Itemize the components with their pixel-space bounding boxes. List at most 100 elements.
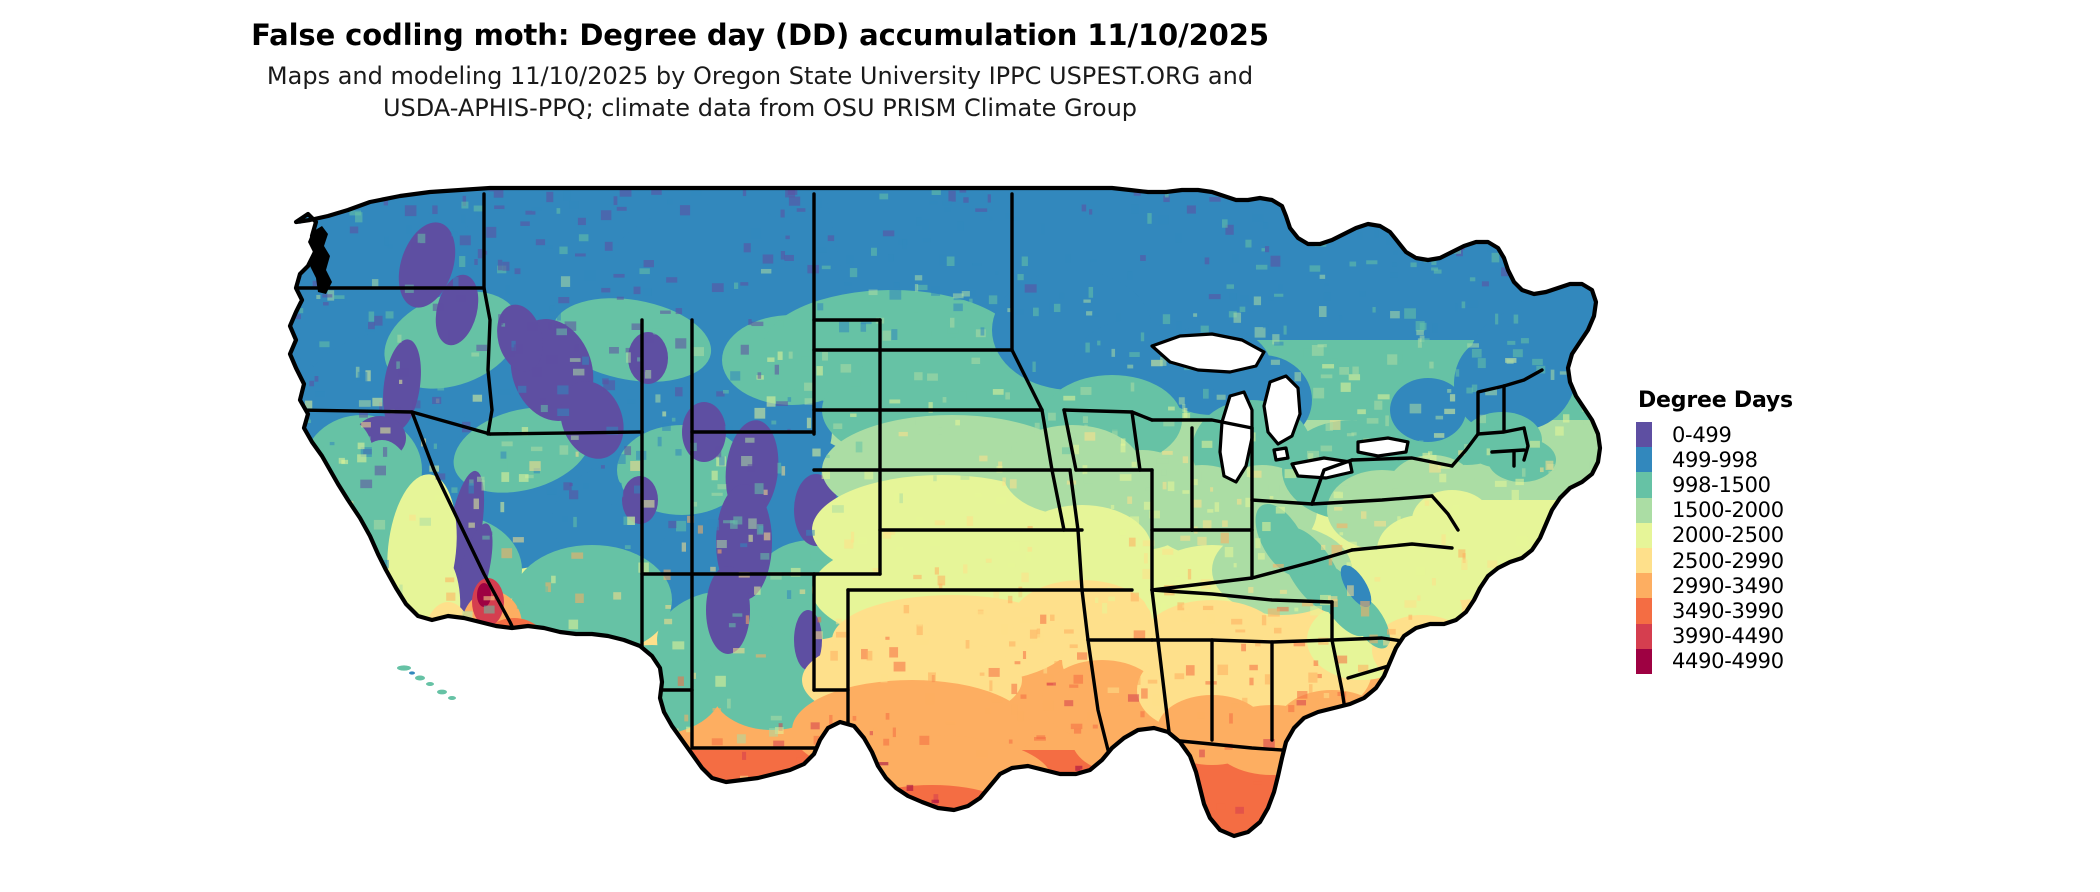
dd-speckle: [1088, 286, 1094, 298]
legend: Degree Days 0-499 499-998 998-1500 1500-200…: [1636, 388, 1916, 674]
dd-speckle: [1540, 714, 1545, 720]
dd-speckle: [638, 656, 644, 668]
dd-speckle: [1066, 817, 1078, 822]
dd-speckle: [446, 592, 456, 601]
dd-speckle: [477, 249, 483, 259]
us-choropleth-map[interactable]: [252, 170, 1642, 892]
dd-speckle: [1181, 778, 1188, 787]
dd-speckle: [500, 175, 505, 185]
channel-island: [397, 665, 411, 671]
dd-speckle: [1488, 880, 1494, 885]
dd-speckle: [736, 734, 746, 744]
dd-speckle: [1159, 870, 1167, 875]
dd-speckle: [543, 603, 552, 612]
dd-speckle: [334, 765, 346, 771]
dd-speckle: [1539, 467, 1544, 473]
dd-speckle: [1481, 281, 1489, 287]
dd-speckle: [478, 842, 488, 845]
dd-speckle: [740, 282, 749, 286]
dd-speckle: [1002, 477, 1006, 486]
dd-speckle: [575, 253, 586, 257]
dd-speckle: [1024, 799, 1035, 804]
dd-speckle: [364, 666, 374, 671]
dd-speckle: [252, 254, 253, 261]
dd-patch-az-s-orange: [574, 708, 634, 748]
dd-speckle: [1385, 757, 1394, 767]
dd-speckle: [1399, 353, 1403, 364]
dd-speckle: [1629, 387, 1635, 390]
dd-speckle: [1619, 539, 1630, 550]
dd-speckle: [365, 328, 375, 332]
dd-speckle: [1276, 606, 1289, 612]
dd-speckle: [1181, 613, 1190, 622]
dd-speckle: [733, 647, 745, 654]
dd-speckle: [1581, 530, 1591, 535]
state-border-line: [1476, 426, 1526, 436]
dd-speckle: [372, 397, 383, 407]
dd-speckle: [692, 672, 696, 679]
dd-speckle: [825, 176, 835, 182]
dd-speckle: [1605, 766, 1612, 773]
dd-speckle: [1165, 171, 1169, 177]
dd-speckle: [546, 355, 558, 364]
dd-speckle: [438, 804, 450, 809]
dd-speckle: [816, 313, 828, 323]
dd-speckle: [1255, 264, 1268, 270]
dd-speckle: [745, 178, 751, 185]
dd-speckle: [1167, 824, 1178, 833]
dd-speckle: [1208, 294, 1221, 300]
dd-speckle: [1487, 679, 1493, 687]
dd-speckle: [889, 647, 899, 658]
dd-speckle: [540, 586, 549, 593]
dd-speckle: [476, 211, 482, 217]
dd-speckle: [1434, 856, 1442, 866]
dd-speckle: [498, 389, 511, 395]
dd-speckle: [835, 618, 842, 625]
dd-speckle: [1310, 606, 1322, 616]
dd-speckle: [1423, 176, 1435, 181]
dd-speckle: [1548, 822, 1560, 831]
dd-speckle: [846, 860, 851, 866]
dd-speckle: [1455, 369, 1460, 377]
dd-speckle: [883, 738, 890, 746]
dd-speckle: [1225, 224, 1234, 235]
dd-speckle: [1098, 855, 1105, 860]
dd-speckle: [1459, 867, 1470, 878]
state-borders: [294, 192, 1544, 756]
dd-speckle: [409, 514, 416, 521]
dd-speckle: [571, 761, 577, 770]
dd-speckle: [1594, 227, 1599, 231]
dd-speckle: [719, 456, 725, 466]
dd-speckle: [664, 618, 673, 625]
dd-speckle: [1032, 307, 1039, 317]
dd-speckle: [432, 396, 442, 404]
dd-speckle: [1532, 840, 1541, 843]
dd-speckle: [996, 883, 1000, 892]
dd-speckle: [1491, 252, 1500, 263]
dd-speckle: [357, 454, 367, 463]
dd-speckle: [1313, 387, 1325, 399]
dd-speckle: [572, 368, 585, 376]
dd-speckle: [284, 692, 288, 698]
dd-speckle: [1541, 693, 1547, 702]
dd-speckle: [501, 441, 513, 447]
dd-speckle: [960, 470, 970, 480]
dd-speckle: [1182, 604, 1190, 608]
dd-speckle: [804, 398, 815, 405]
dd-speckle: [1429, 454, 1437, 464]
dd-speckle: [530, 446, 543, 452]
dd-speckle: [1491, 805, 1504, 813]
dd-speckle: [810, 722, 820, 730]
dd-speckle: [1324, 283, 1330, 287]
dd-speckle: [745, 437, 755, 443]
dd-speckle: [1232, 253, 1239, 263]
dd-speckle: [1147, 213, 1152, 224]
dd-speckle: [1131, 719, 1142, 724]
dd-speckle: [953, 862, 963, 870]
dd-speckle: [1317, 673, 1322, 679]
dd-speckle: [1127, 496, 1133, 504]
dd-speckle: [985, 558, 992, 563]
dd-speckle: [1110, 504, 1115, 510]
dd-speckle: [456, 661, 461, 672]
dd-speckle: [1508, 853, 1512, 860]
